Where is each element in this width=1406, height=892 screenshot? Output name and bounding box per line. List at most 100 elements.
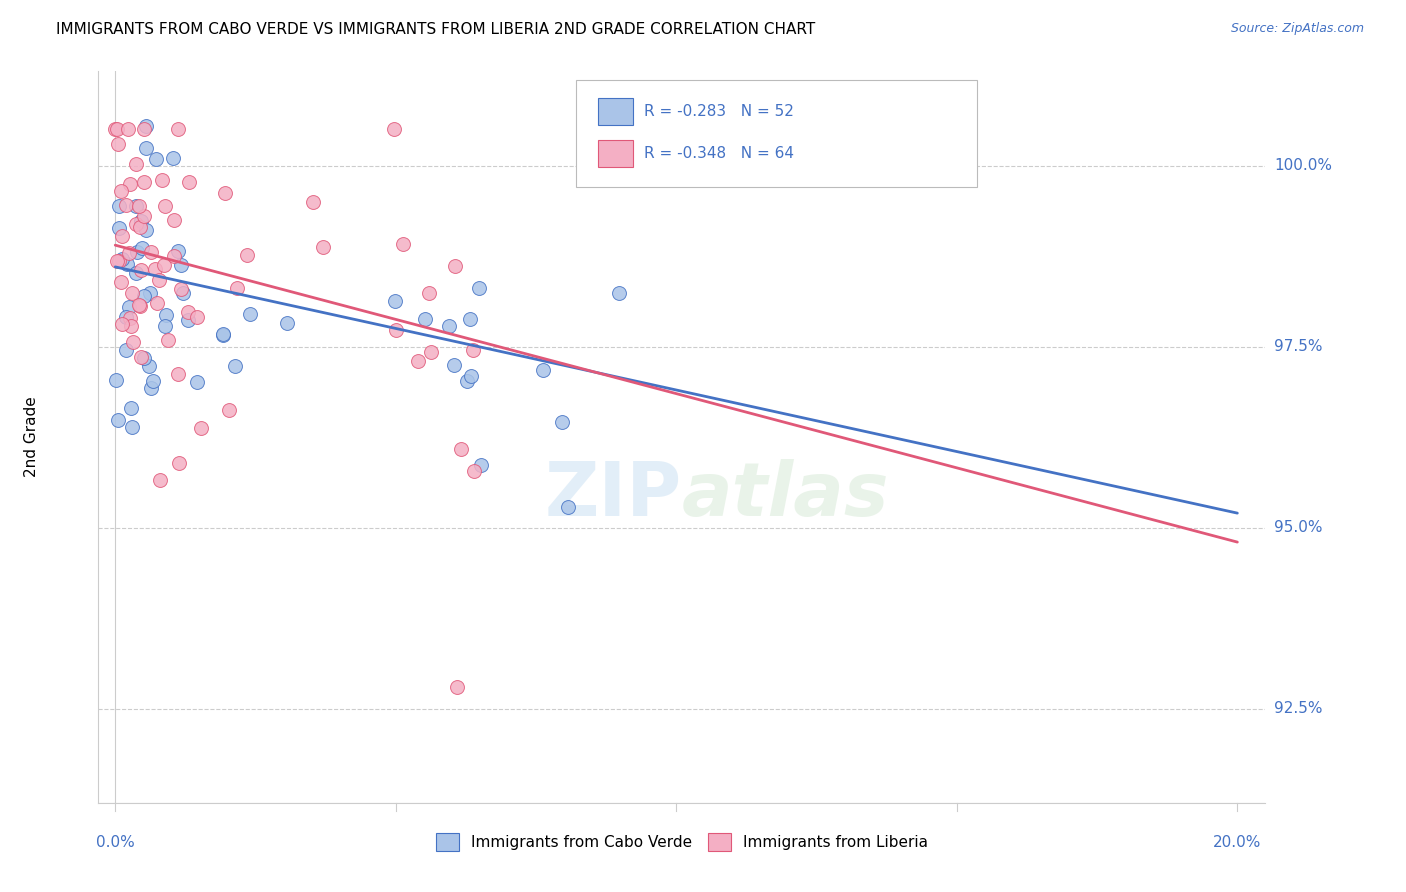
Point xyxy=(557,500,579,514)
Point xyxy=(118,246,141,260)
Point xyxy=(110,184,132,198)
Point xyxy=(111,252,134,267)
Point xyxy=(179,175,201,189)
Legend: Immigrants from Cabo Verde, Immigrants from Liberia: Immigrants from Cabo Verde, Immigrants f… xyxy=(430,827,934,857)
Point xyxy=(170,258,193,272)
Point xyxy=(134,175,156,189)
Point xyxy=(120,401,142,415)
Point xyxy=(129,300,152,314)
Point xyxy=(128,199,150,213)
Point xyxy=(468,281,491,295)
Point xyxy=(131,262,153,277)
Text: 95.0%: 95.0% xyxy=(1274,520,1322,535)
Point xyxy=(166,122,188,136)
Point xyxy=(134,122,156,136)
Point xyxy=(128,219,150,234)
Point xyxy=(125,245,148,260)
Point xyxy=(110,275,132,289)
Point xyxy=(550,415,572,429)
Point xyxy=(212,328,235,343)
Point xyxy=(117,122,139,136)
Point xyxy=(125,217,148,231)
Point xyxy=(114,310,136,324)
Point xyxy=(107,199,129,213)
Point xyxy=(135,223,157,237)
Point xyxy=(153,199,176,213)
Point xyxy=(384,323,406,337)
Point xyxy=(177,313,200,327)
Point xyxy=(218,403,240,417)
Point xyxy=(167,456,190,470)
Point xyxy=(132,289,155,303)
Point xyxy=(163,213,186,227)
Text: atlas: atlas xyxy=(682,459,890,533)
Point xyxy=(105,122,128,136)
Point xyxy=(118,301,141,315)
Point xyxy=(609,286,631,301)
Point xyxy=(450,442,472,457)
Point xyxy=(186,310,208,324)
Text: 97.5%: 97.5% xyxy=(1274,339,1322,354)
Point xyxy=(121,286,143,301)
Point xyxy=(110,317,132,331)
Point xyxy=(125,266,148,280)
Point xyxy=(139,381,162,395)
Point xyxy=(461,343,484,357)
Point xyxy=(143,262,166,277)
Point xyxy=(186,375,208,389)
Point xyxy=(138,359,160,373)
Point xyxy=(236,247,259,261)
Text: 20.0%: 20.0% xyxy=(1213,836,1261,850)
Point xyxy=(224,359,246,373)
Point xyxy=(118,310,141,325)
Point xyxy=(458,312,481,326)
Point xyxy=(125,156,148,170)
Point xyxy=(276,316,298,330)
Point xyxy=(155,308,177,322)
Point xyxy=(139,286,162,301)
Point xyxy=(162,151,184,165)
Point xyxy=(142,374,165,388)
Point xyxy=(531,363,554,377)
Point xyxy=(311,240,333,254)
Point xyxy=(420,345,443,359)
Point xyxy=(108,221,131,235)
Point xyxy=(163,249,186,263)
Point xyxy=(120,319,142,334)
Point xyxy=(146,296,169,310)
Point xyxy=(302,195,325,210)
Text: R = -0.283   N = 52: R = -0.283 N = 52 xyxy=(644,104,794,119)
Point xyxy=(446,680,468,694)
Point xyxy=(406,353,429,368)
Point xyxy=(139,245,162,260)
Text: ZIP: ZIP xyxy=(544,459,682,533)
Point xyxy=(460,368,482,383)
Point xyxy=(125,199,148,213)
Point xyxy=(128,298,150,312)
Point xyxy=(148,273,170,287)
Point xyxy=(172,285,194,300)
Point xyxy=(149,473,172,487)
Point xyxy=(463,464,485,478)
Point xyxy=(157,333,180,347)
Point xyxy=(214,186,236,201)
Point xyxy=(166,244,188,258)
Point xyxy=(115,257,138,271)
Point xyxy=(443,259,465,273)
Point xyxy=(239,307,262,321)
Point xyxy=(437,319,460,334)
Point xyxy=(226,281,249,295)
Point xyxy=(111,228,134,243)
Text: 0.0%: 0.0% xyxy=(96,836,135,850)
Point xyxy=(129,351,152,365)
Point xyxy=(134,351,156,365)
Text: IMMIGRANTS FROM CABO VERDE VS IMMIGRANTS FROM LIBERIA 2ND GRADE CORRELATION CHAR: IMMIGRANTS FROM CABO VERDE VS IMMIGRANTS… xyxy=(56,22,815,37)
Point xyxy=(105,254,128,268)
Point xyxy=(105,373,128,387)
Text: 2nd Grade: 2nd Grade xyxy=(24,397,38,477)
Point xyxy=(135,141,157,155)
Text: 100.0%: 100.0% xyxy=(1274,158,1331,173)
Point xyxy=(135,119,157,133)
Point xyxy=(190,421,212,435)
Point xyxy=(121,334,143,349)
